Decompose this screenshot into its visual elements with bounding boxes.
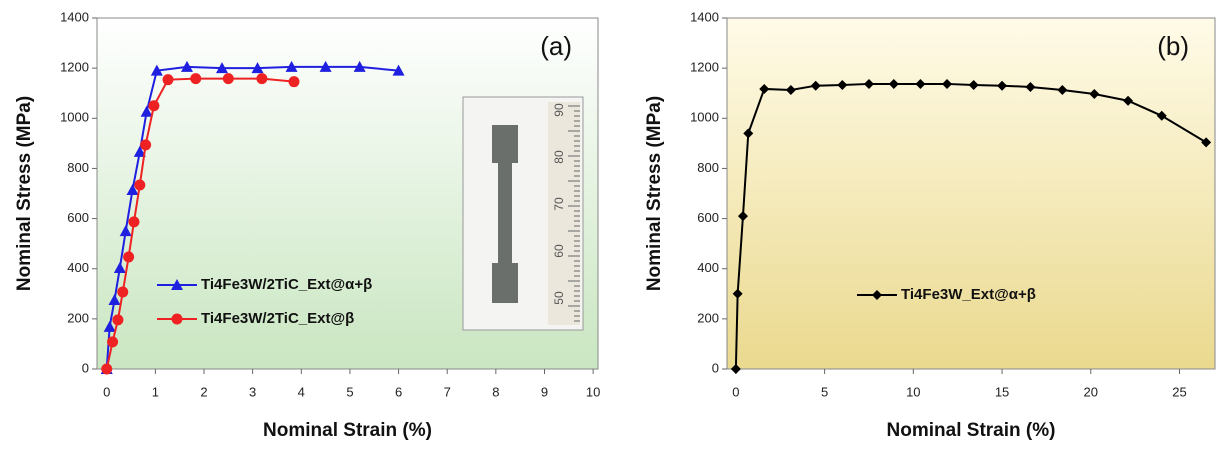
point	[140, 139, 151, 150]
y-tick-label: 1200	[60, 60, 89, 75]
y-tick-label: 400	[697, 260, 719, 275]
x-axis-label: Nominal Strain (%)	[263, 420, 432, 441]
y-tick-label: 0	[82, 360, 89, 375]
legend-marker	[172, 314, 183, 325]
ruler-label: 70	[552, 197, 566, 211]
y-tick-label: 200	[697, 310, 719, 325]
y-tick-label: 600	[697, 210, 719, 225]
y-axis-label: Nominal Stress (MPa)	[14, 96, 35, 291]
legend-label: Ti4Fe3W/2TiC_Ext@β	[201, 310, 354, 327]
y-tick-label: 600	[67, 210, 89, 225]
y-tick-label: 1000	[690, 110, 719, 125]
point	[223, 73, 234, 84]
ruler-label: 80	[552, 150, 566, 164]
ruler-label: 60	[552, 244, 566, 258]
y-axis-label: Nominal Stress (MPa)	[644, 96, 665, 291]
y-tick-label: 0	[712, 360, 719, 375]
x-tick-label: 0	[103, 384, 110, 399]
plot-area	[727, 18, 1215, 369]
x-tick-label: 6	[395, 384, 402, 399]
point	[128, 216, 139, 227]
point	[112, 314, 123, 325]
inset-photo: 50 60 70 80 90	[463, 97, 583, 330]
x-tick-label: 3	[249, 384, 256, 399]
x-tick-label: 5	[346, 384, 353, 399]
y-tick-label: 400	[67, 260, 89, 275]
figure: 0200400600800100012001400012345678910Nom…	[0, 0, 1218, 446]
x-tick-label: 25	[1172, 384, 1186, 399]
y-tick-label: 200	[67, 310, 89, 325]
x-tick-label: 2	[200, 384, 207, 399]
x-tick-label: 1	[152, 384, 159, 399]
x-tick-label: 10	[906, 384, 920, 399]
x-tick-label: 8	[492, 384, 499, 399]
y-tick-label: 800	[697, 160, 719, 175]
x-tick-label: 15	[995, 384, 1009, 399]
point	[288, 76, 299, 87]
x-tick-label: 7	[444, 384, 451, 399]
legend-label: Ti4Fe3W_Ext@α+β	[901, 286, 1036, 303]
x-tick-label: 9	[541, 384, 548, 399]
x-tick-label: 20	[1084, 384, 1098, 399]
point	[117, 287, 128, 298]
x-axis-label: Nominal Strain (%)	[887, 420, 1056, 441]
legend-label: Ti4Fe3W/2TiC_Ext@α+β	[201, 276, 372, 293]
point	[123, 251, 134, 262]
y-tick-label: 1400	[690, 9, 719, 24]
y-tick-label: 1400	[60, 9, 89, 24]
x-tick-label: 10	[586, 384, 600, 399]
point	[134, 179, 145, 190]
x-tick-label: 5	[821, 384, 828, 399]
panel-label: (b)	[1157, 31, 1189, 61]
y-tick-label: 1200	[690, 60, 719, 75]
point	[190, 73, 201, 84]
point	[101, 364, 112, 375]
x-tick-label: 4	[298, 384, 305, 399]
point	[107, 336, 118, 347]
ruler-label: 50	[552, 291, 566, 305]
ruler-label: 90	[552, 103, 566, 117]
y-tick-label: 1000	[60, 110, 89, 125]
panel-label: (a)	[540, 31, 572, 61]
point	[256, 73, 267, 84]
point	[163, 74, 174, 85]
y-tick-label: 800	[67, 160, 89, 175]
x-tick-label: 0	[732, 384, 739, 399]
point	[148, 100, 159, 111]
